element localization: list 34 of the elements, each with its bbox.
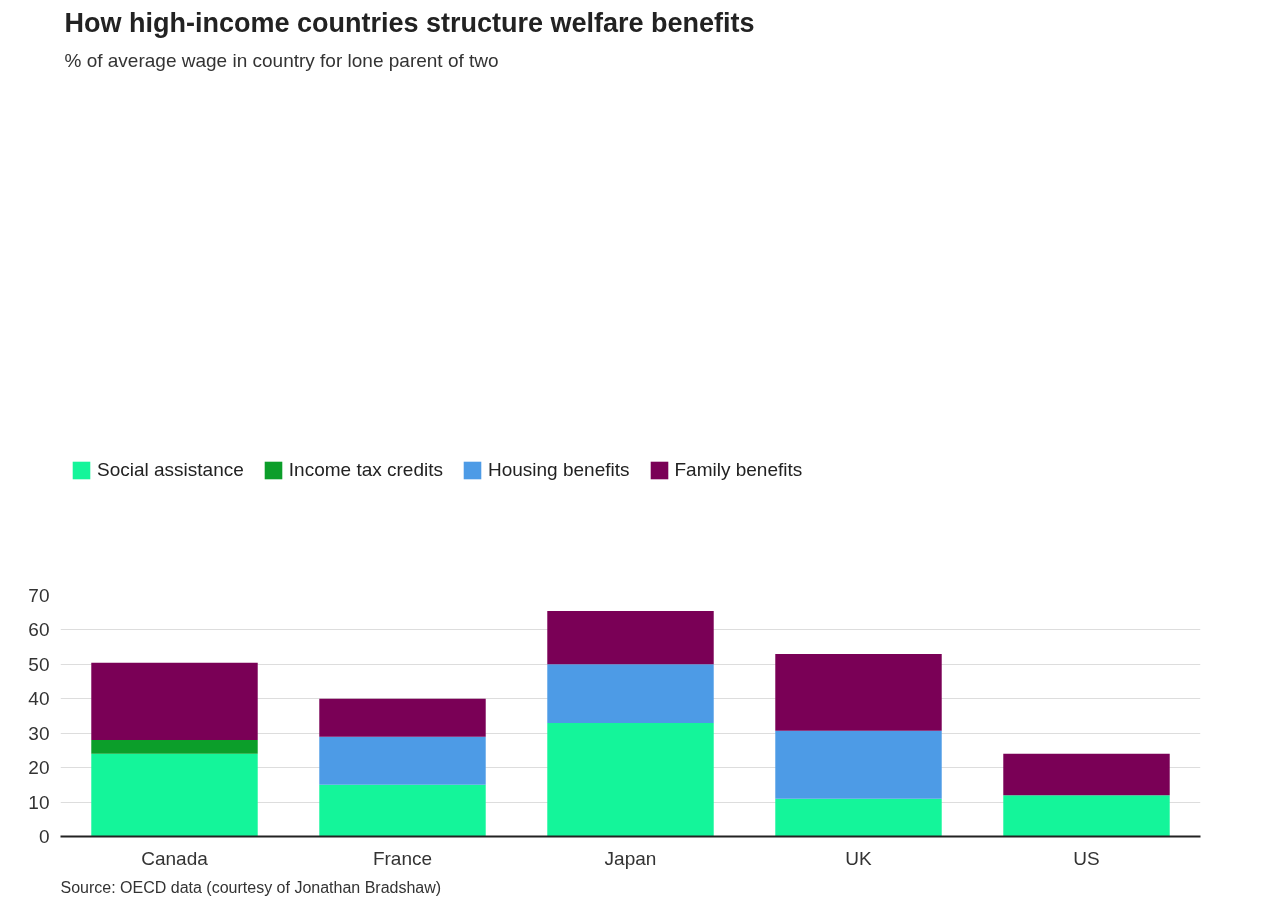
y-tick-label: 0 (38, 826, 50, 847)
legend-label: Income tax credits (288, 458, 443, 481)
bar (319, 784, 486, 837)
chart-subtitle: % of average wage in country for lone parent of two (64, 49, 499, 71)
bar (775, 730, 942, 799)
legend-label: Housing benefits (487, 458, 630, 481)
bar (91, 662, 258, 741)
bar (91, 740, 258, 754)
bar (547, 664, 714, 723)
bar (775, 654, 942, 731)
x-tick-label: US (1073, 847, 1100, 869)
y-tick-label: 70 (28, 585, 50, 606)
legend-label: Family benefits (674, 458, 803, 481)
bar (1003, 753, 1170, 796)
y-tick-label: 40 (28, 688, 50, 710)
legend-label: Social assistance (97, 458, 244, 481)
source-note: Source: OECD data (courtesy of Jonathan Bradshaw) (60, 878, 442, 896)
bar (1003, 795, 1170, 837)
y-tick-label: 50 (28, 653, 50, 675)
bar (547, 610, 714, 665)
bar (775, 798, 942, 837)
y-tick-label: 10 (28, 791, 50, 813)
x-tick-label: Canada (141, 847, 209, 869)
y-tick-label: 30 (28, 722, 50, 744)
y-tick-label: 20 (28, 757, 50, 779)
chart-title: How high-income countries structure welfare benefits (64, 7, 755, 38)
x-tick-label: France (372, 847, 433, 869)
x-tick-label: UK (845, 847, 873, 869)
bar (319, 736, 486, 785)
bar (319, 698, 486, 737)
y-tick-label: 60 (28, 619, 50, 641)
x-tick-label: Japan (604, 847, 657, 869)
bar (547, 722, 714, 837)
bar (91, 753, 258, 837)
